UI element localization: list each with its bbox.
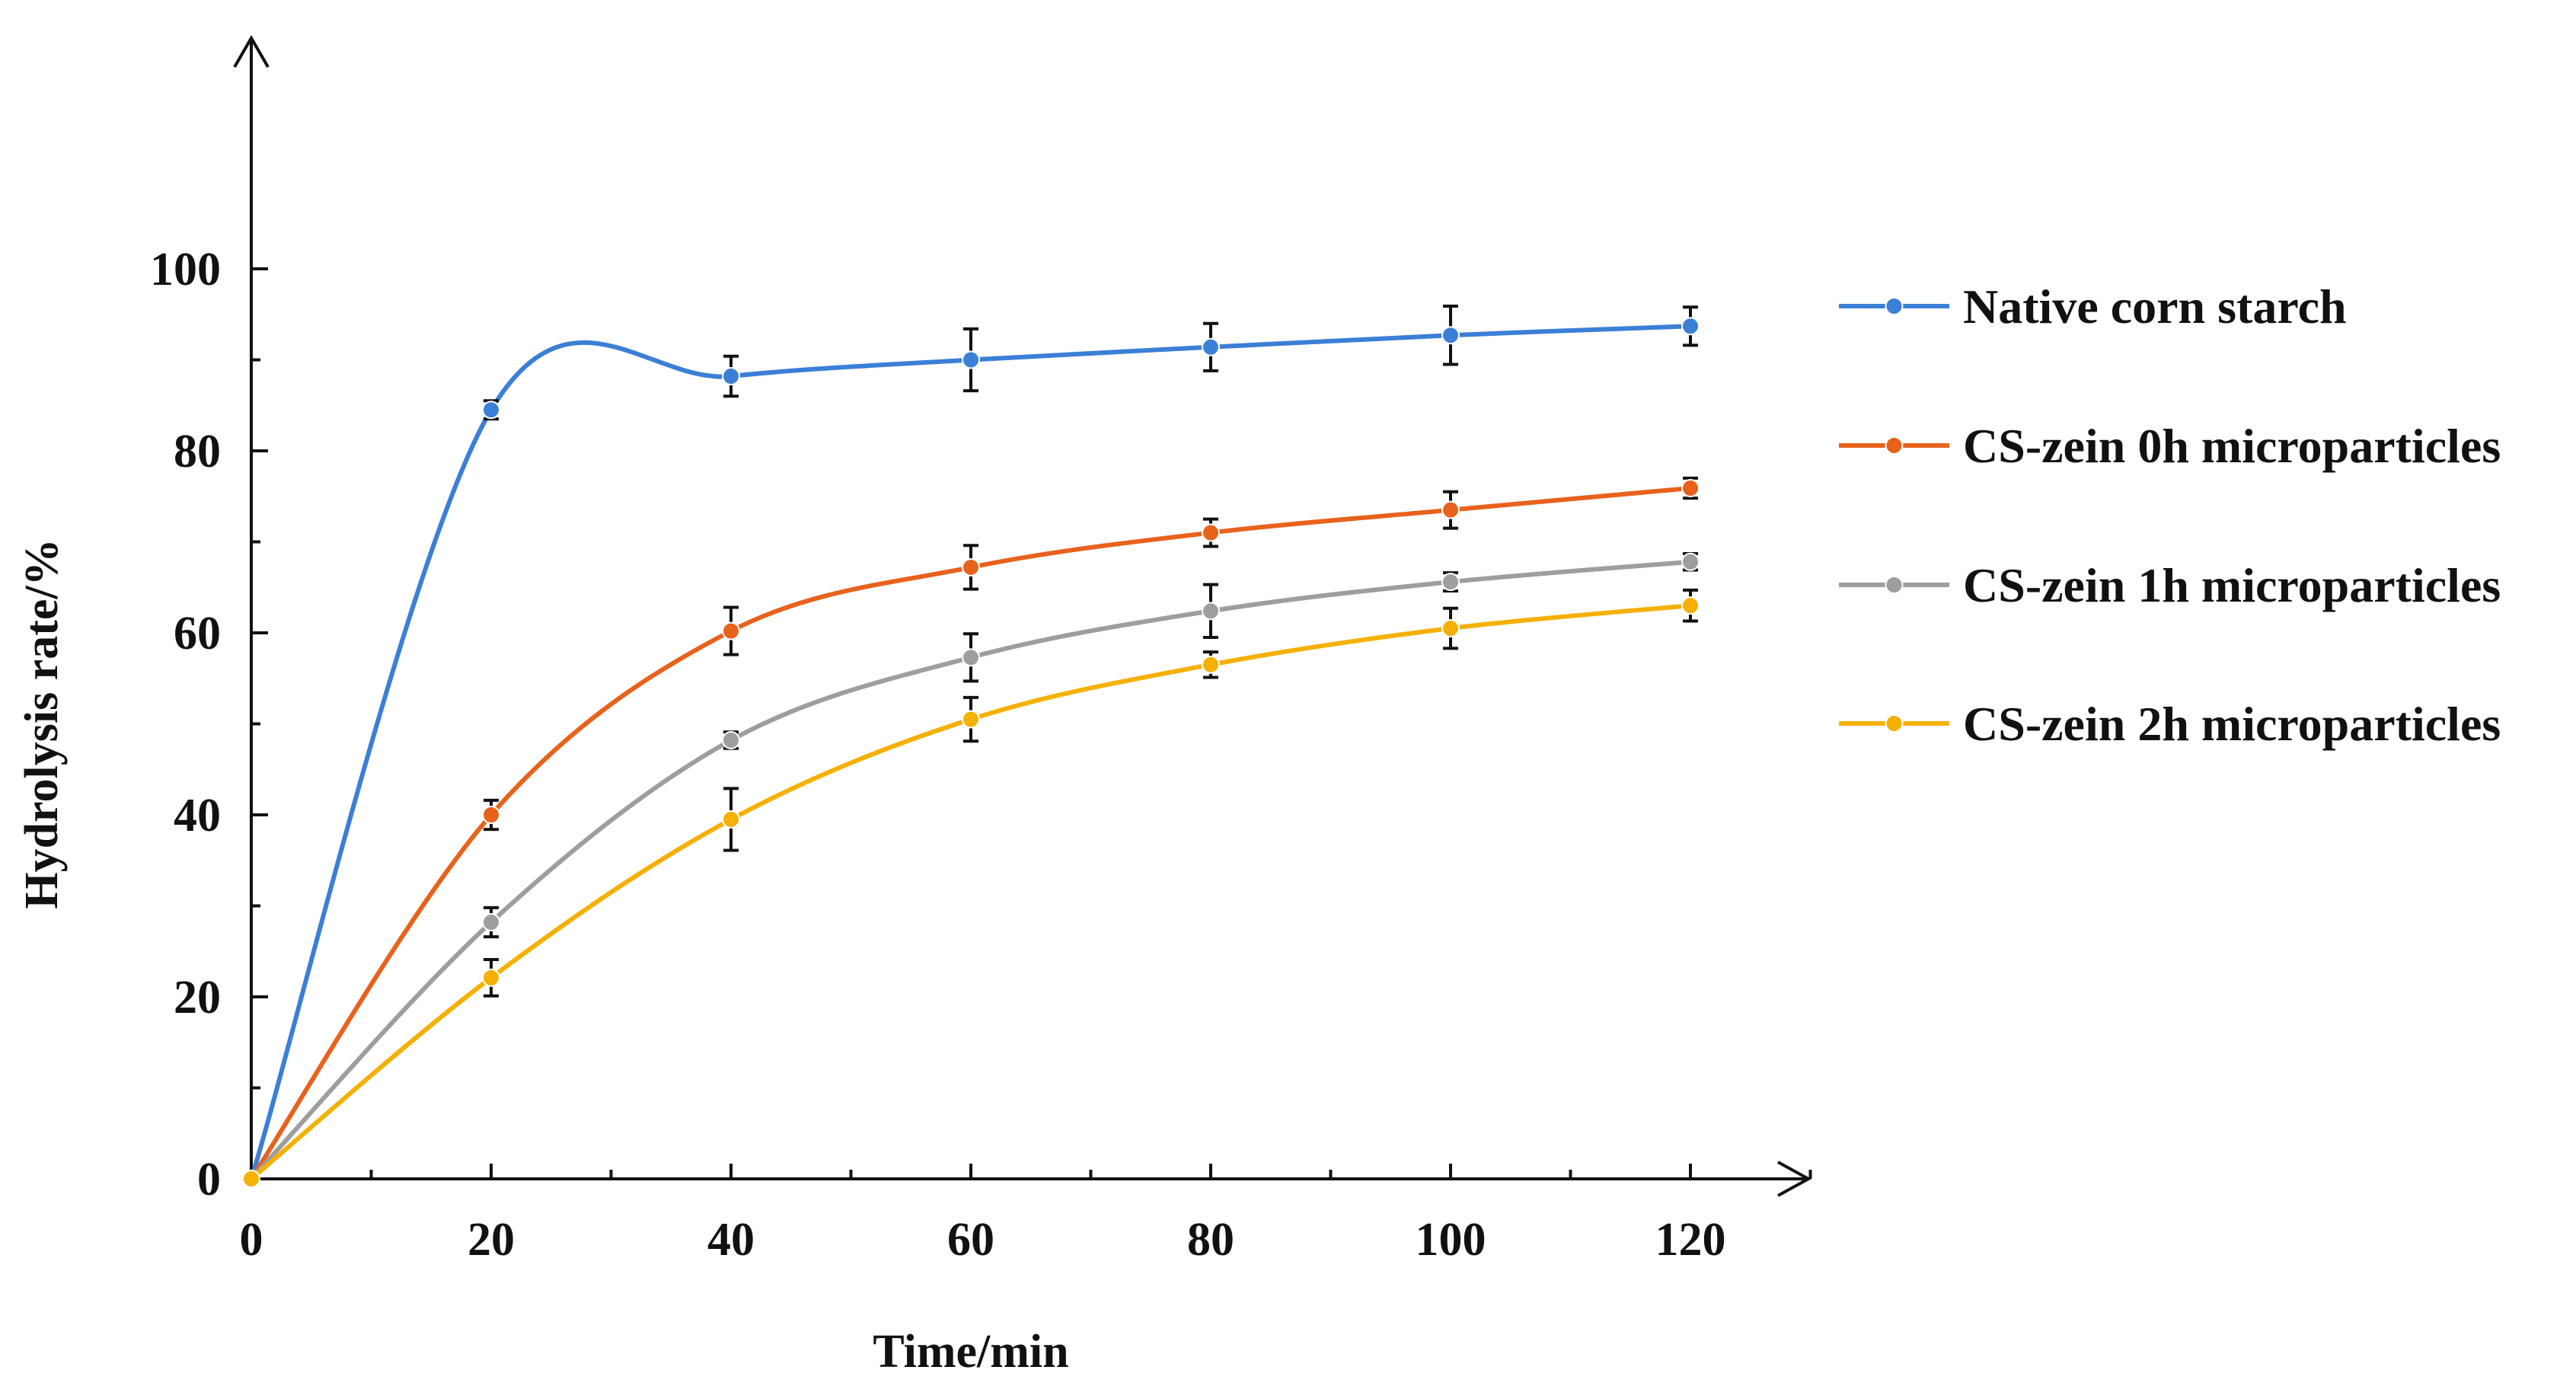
y-tick-label: 80 — [174, 426, 221, 477]
legend-swatch-marker — [1885, 436, 1904, 455]
series-4 — [242, 588, 1700, 1188]
data-point — [1681, 596, 1700, 615]
data-point — [1441, 326, 1460, 345]
data-point — [1202, 655, 1220, 674]
data-point — [1441, 573, 1460, 592]
data-point — [1202, 523, 1220, 542]
legend-swatch-marker — [1885, 297, 1904, 315]
y-tick-label: 100 — [150, 244, 221, 295]
legend-swatch-marker — [1885, 714, 1904, 733]
legend-label: CS-zein 2h microparticles — [1963, 697, 2501, 751]
y-axis-arrowhead — [233, 35, 270, 69]
data-point — [722, 810, 740, 829]
data-point — [1681, 552, 1700, 571]
data-point — [1202, 337, 1220, 356]
data-point — [962, 648, 980, 667]
data-point — [962, 710, 980, 729]
legend-label: CS-zein 1h microparticles — [1963, 558, 2501, 612]
x-axis-arrowhead — [1777, 1161, 1812, 1197]
data-point — [962, 350, 980, 369]
legend-item: CS-zein 2h microparticles — [1839, 697, 2501, 751]
x-tick-label: 80 — [1187, 1214, 1234, 1266]
legend-label: Native corn starch — [1963, 279, 2347, 334]
plot-area — [242, 304, 1700, 1188]
legend: Native corn starch CS-zein 0h micropartic… — [1839, 279, 2501, 751]
legend-label: CS-zein 0h microparticles — [1963, 419, 2501, 473]
y-tick-label: 20 — [174, 972, 221, 1024]
series-line — [249, 486, 1691, 1180]
data-point — [482, 806, 500, 824]
y-tick-label: 60 — [174, 608, 221, 659]
x-tick-label: 120 — [1655, 1214, 1726, 1266]
y-tick-label: 0 — [197, 1154, 221, 1206]
axis-ticks — [250, 267, 1812, 1180]
x-tick-label: 40 — [707, 1214, 755, 1266]
data-point — [722, 367, 740, 386]
data-point — [482, 968, 500, 987]
legend-item: CS-zein 0h microparticles — [1839, 419, 2501, 473]
legend-swatch-marker — [1885, 576, 1904, 594]
x-tick-label: 60 — [947, 1214, 994, 1266]
y-axis-title: Hydrolysis rate/% — [16, 538, 68, 909]
y-tick-label: 40 — [174, 790, 221, 842]
data-point — [1681, 478, 1700, 497]
data-point — [962, 557, 980, 576]
data-point — [1202, 602, 1220, 621]
x-tick-label: 0 — [240, 1214, 263, 1266]
series-1 — [242, 304, 1700, 1188]
axes — [233, 35, 1812, 1197]
data-point — [1441, 619, 1460, 638]
series-line — [250, 603, 1691, 1181]
series-line — [249, 324, 1691, 1180]
series-2 — [242, 476, 1700, 1188]
x-tick-label: 100 — [1416, 1214, 1486, 1266]
x-tick-label: 20 — [468, 1214, 515, 1266]
legend-item: CS-zein 1h microparticles — [1839, 558, 2501, 612]
series-3 — [242, 552, 1700, 1188]
x-axis-title: Time/min — [873, 1326, 1068, 1378]
data-point — [242, 1170, 260, 1188]
data-point — [482, 401, 500, 420]
data-point — [1441, 500, 1460, 519]
axis-tick-labels: 0 20 40 60 80 100 0 20 40 60 80 100 120 — [150, 244, 1726, 1266]
data-point — [722, 731, 740, 750]
data-point — [722, 621, 740, 640]
legend-item: Native corn starch — [1839, 279, 2347, 334]
data-point — [482, 913, 500, 932]
data-point — [1681, 317, 1700, 336]
